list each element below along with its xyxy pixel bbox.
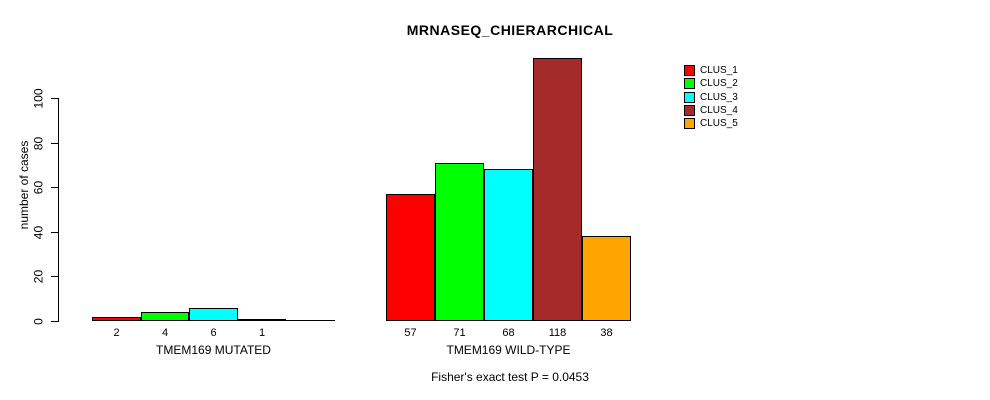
y-tick-label-20: 20 [31,269,46,284]
chart-title: MRNASEQ_CHIERARCHICAL [406,22,614,38]
legend: CLUS_1 CLUS_2 CLUS_3 CLUS_4 CLUS_5 [684,64,738,130]
bar-group0-clus_1 [92,317,141,321]
legend-label-clus_2: CLUS_2 [700,78,738,90]
bar-group1-clus_2 [435,163,484,321]
y-tick-mark-100 [51,98,58,99]
bar-group0-clus_3 [189,308,238,321]
bar-value-label-group1-clus_2: 71 [453,327,466,339]
bar-value-label-group0-clus_4: 1 [258,327,266,339]
bar-value-label-group1-clus_3: 68 [502,327,515,339]
y-tick-mark-20 [51,276,58,277]
y-axis-label: number of cases [17,140,31,230]
bar-value-label-group1-clus_5: 38 [600,327,613,339]
y-tick-label-80: 80 [31,136,46,151]
legend-label-clus_4: CLUS_4 [700,104,738,116]
y-tick-label-0: 0 [31,318,46,325]
bar-value-label-group0-clus_1: 2 [113,327,120,339]
bar-value-label-group1-clus_4: 118 [548,327,567,339]
y-tick-label-60: 60 [31,180,46,195]
y-tick-mark-80 [51,143,58,144]
legend-label-clus_3: CLUS_3 [700,91,738,103]
y-axis-line [58,98,59,322]
bar-value-label-group0-clus_3: 6 [210,327,217,339]
bar-group0-clus_4 [238,319,286,321]
fisher-test-annotation: Fisher's exact test P = 0.0453 [431,370,589,384]
group-label-tmem169-mutated: TMEM169 MUTATED [156,343,271,357]
legend-row-clus_2: CLUS_2 [684,77,738,90]
legend-swatch-icon-clus_2 [684,78,695,90]
bar-group1-clus_5 [582,236,631,321]
legend-row-clus_5: CLUS_5 [684,117,738,130]
y-tick-mark-60 [51,187,58,188]
legend-row-clus_3: CLUS_3 [684,91,738,104]
bar-group1-clus_1 [386,194,435,321]
legend-swatch-icon-clus_5 [684,118,695,130]
bar-group1-clus_3 [484,169,533,321]
y-tick-mark-40 [51,232,58,233]
bar-value-label-group1-clus_1: 57 [404,327,417,339]
bar-group0-clus_5 [286,320,335,321]
y-tick-label-40: 40 [31,225,46,240]
y-tick-mark-0 [51,321,58,322]
legend-label-clus_5: CLUS_5 [700,118,738,130]
bar-group1-clus_4 [533,58,582,321]
legend-swatch-icon-clus_4 [684,104,695,116]
legend-label-clus_1: CLUS_1 [700,65,738,76]
bar-value-label-group0-clus_2: 4 [161,327,169,339]
legend-row-clus_1: CLUS_1 [684,64,738,77]
bar-group0-clus_2 [141,312,189,321]
legend-row-clus_4: CLUS_4 [684,104,738,117]
group-label-tmem169-wild-type: TMEM169 WILD-TYPE [446,343,571,357]
y-tick-label-100: 100 [31,88,46,109]
legend-swatch-icon-clus_3 [684,91,695,103]
legend-swatch-icon-clus_1 [684,65,695,76]
